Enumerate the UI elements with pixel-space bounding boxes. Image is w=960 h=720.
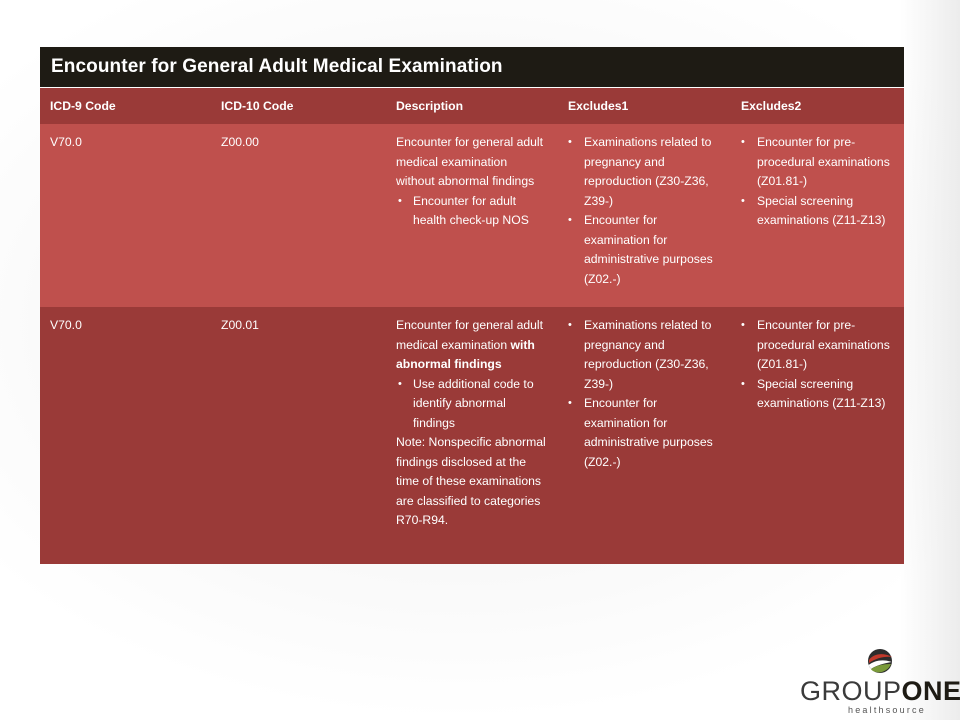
header-icd10: ICD-10 Code	[211, 88, 386, 124]
description-bullets: Use additional code to identify abnormal…	[396, 375, 548, 434]
company-logo: GROUPONE healthsource	[800, 648, 960, 715]
slide-title: Encounter for General Adult Medical Exam…	[40, 47, 904, 88]
cell-icd10: Z00.00	[211, 124, 386, 307]
table-row: V70.0 Z00.00 Encounter for general adult…	[40, 124, 904, 307]
table-header-row: ICD-9 Code ICD-10 Code Description Exclu…	[40, 88, 904, 124]
list-item: Special screening examinations (Z11-Z13)	[741, 375, 894, 414]
list-item: Examinations related to pregnancy and re…	[568, 133, 721, 211]
cell-excludes2: Encounter for pre-procedural examination…	[731, 124, 904, 307]
excludes1-list: Examinations related to pregnancy and re…	[568, 133, 721, 289]
cell-icd10: Z00.01	[211, 307, 386, 564]
slide-content: Encounter for General Adult Medical Exam…	[40, 47, 904, 564]
cell-description: Encounter for general adult medical exam…	[386, 124, 558, 307]
header-icd9: ICD-9 Code	[40, 88, 211, 124]
cell-excludes1: Examinations related to pregnancy and re…	[558, 307, 731, 564]
cell-excludes1: Examinations related to pregnancy and re…	[558, 124, 731, 307]
header-description: Description	[386, 88, 558, 124]
description-emphasis: with abnormal findings	[396, 337, 535, 372]
header-excludes2: Excludes2	[731, 88, 904, 124]
header-excludes1: Excludes1	[558, 88, 731, 124]
excludes1-list: Examinations related to pregnancy and re…	[568, 316, 721, 472]
cell-description: Encounter for general adult medical exam…	[386, 307, 558, 564]
description-text: Encounter for general adult medical exam…	[396, 316, 548, 375]
description-note: Note: Nonspecific abnormal findings disc…	[396, 435, 546, 527]
excludes2-list: Encounter for pre-procedural examination…	[741, 133, 894, 231]
cell-icd9: V70.0	[40, 307, 211, 564]
slide-background-edge	[900, 0, 960, 720]
excludes2-list: Encounter for pre-procedural examination…	[741, 316, 894, 414]
list-item: Special screening examinations (Z11-Z13)	[741, 192, 894, 231]
cell-excludes2: Encounter for pre-procedural examination…	[731, 307, 904, 564]
list-item: Use additional code to identify abnormal…	[398, 375, 548, 434]
icd-code-table: ICD-9 Code ICD-10 Code Description Exclu…	[40, 88, 904, 564]
description-lead: Encounter for general adult medical exam…	[396, 318, 544, 352]
list-item: Encounter for pre-procedural examination…	[741, 133, 894, 192]
logo-wordmark: GROUPONE	[800, 676, 960, 706]
logo-word-one: ONE	[901, 676, 960, 706]
list-item: Examinations related to pregnancy and re…	[568, 316, 721, 394]
cell-icd9: V70.0	[40, 124, 211, 307]
list-item: Encounter for examination for administra…	[568, 211, 721, 289]
logo-tagline: healthsource	[848, 705, 926, 715]
list-item: Encounter for pre-procedural examination…	[741, 316, 894, 375]
description-bullets: Encounter for adult health check-up NOS	[396, 192, 548, 231]
description-text: Encounter for general adult medical exam…	[396, 135, 544, 188]
sphere-logo-icon	[868, 649, 892, 673]
table-row: V70.0 Z00.01 Encounter for general adult…	[40, 307, 904, 564]
logo-word-group: GROUP	[800, 676, 902, 706]
list-item: Encounter for adult health check-up NOS	[398, 192, 548, 231]
list-item: Encounter for examination for administra…	[568, 394, 721, 472]
